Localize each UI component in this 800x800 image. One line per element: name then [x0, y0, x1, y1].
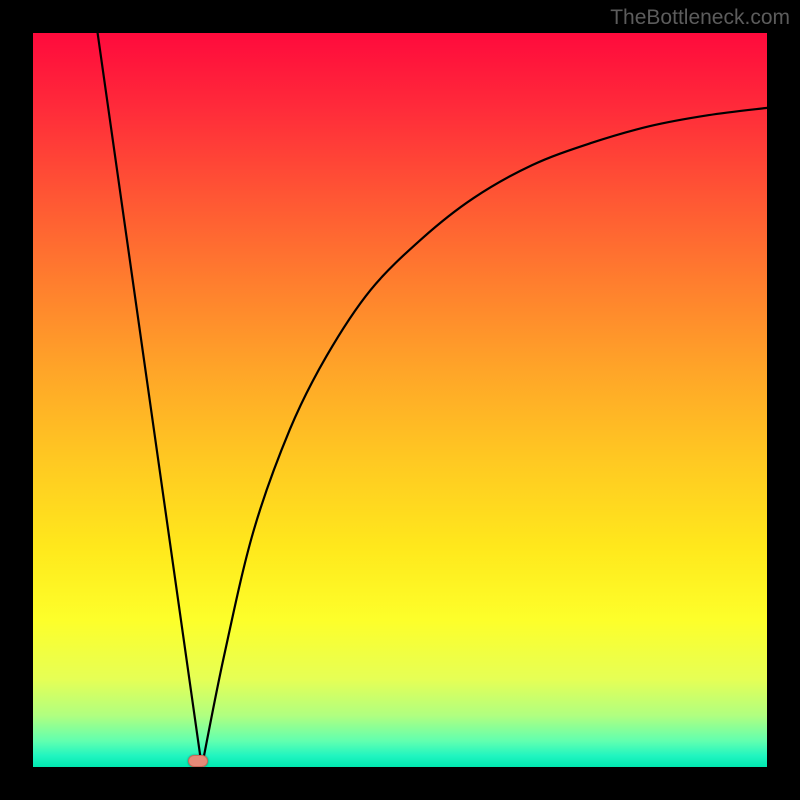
curve-layer [33, 33, 767, 767]
plot-area [33, 33, 767, 767]
vertex-marker [188, 755, 208, 767]
watermark-text: TheBottleneck.com [610, 6, 790, 30]
chart-container: TheBottleneck.com [0, 0, 800, 800]
bottleneck-curve [98, 33, 767, 767]
